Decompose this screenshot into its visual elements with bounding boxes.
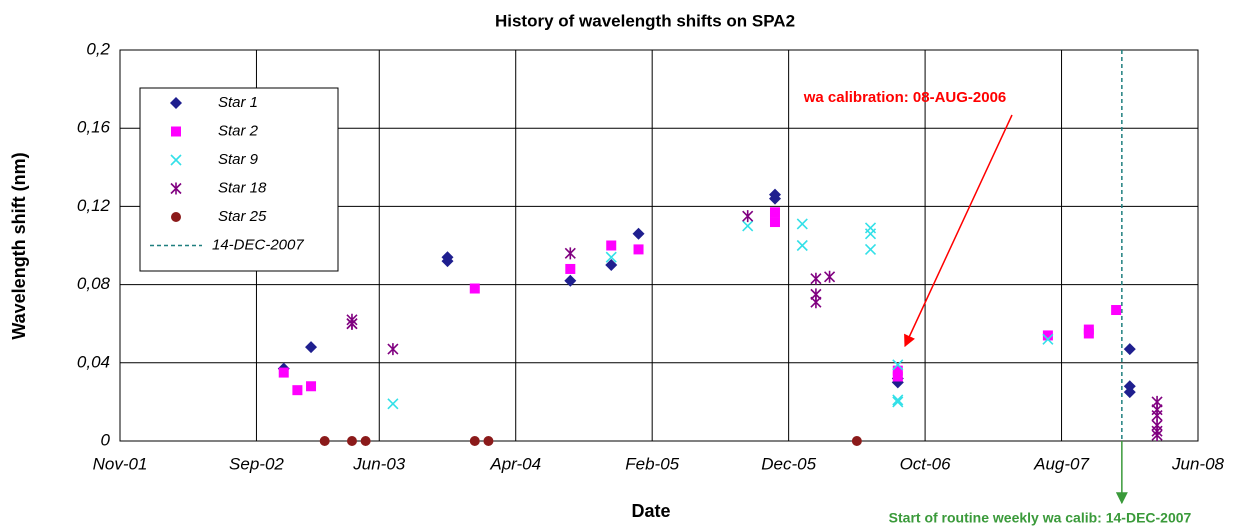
point bbox=[1123, 380, 1136, 393]
point bbox=[892, 394, 904, 406]
point bbox=[892, 359, 904, 371]
x-tick-label: Dec-05 bbox=[761, 454, 816, 473]
legend-marker bbox=[170, 154, 182, 166]
legend-box bbox=[139, 87, 339, 272]
point bbox=[742, 210, 754, 223]
y-tick-label: 0,04 bbox=[77, 352, 110, 371]
point bbox=[796, 239, 808, 252]
point bbox=[606, 240, 617, 251]
point bbox=[864, 243, 877, 255]
x-tick-label: Oct-06 bbox=[900, 454, 952, 473]
y-tick-label: 0,2 bbox=[86, 39, 110, 58]
point bbox=[742, 220, 754, 232]
point bbox=[441, 251, 454, 264]
x-tick-label: Aug-07 bbox=[1033, 454, 1089, 473]
point bbox=[864, 228, 877, 240]
x-axis-label: Date bbox=[631, 501, 670, 521]
point bbox=[483, 436, 494, 446]
y-tick-label: 0 bbox=[101, 430, 111, 449]
point bbox=[469, 436, 480, 446]
point bbox=[1123, 343, 1136, 356]
point bbox=[387, 398, 399, 410]
point bbox=[1042, 330, 1053, 341]
y-axis-label: Wavelength shift (nm) bbox=[9, 152, 29, 339]
chart-title: History of wavelength shifts on SPA2 bbox=[495, 11, 795, 30]
annotation-arrow bbox=[904, 114, 1013, 348]
point bbox=[605, 259, 618, 272]
point bbox=[1083, 324, 1094, 335]
legend-label: Star 18 bbox=[218, 179, 267, 196]
annotation: Start of routine weekly wa calib: 14-DEC… bbox=[889, 510, 1192, 526]
x-tick-label: Feb-05 bbox=[625, 454, 679, 473]
point bbox=[278, 367, 289, 378]
point bbox=[319, 436, 330, 446]
y-tick-label: 0,08 bbox=[77, 274, 111, 293]
point bbox=[892, 365, 903, 376]
point bbox=[810, 296, 822, 309]
y-tick-label: 0,12 bbox=[77, 196, 111, 215]
point bbox=[632, 227, 645, 240]
point bbox=[387, 343, 399, 356]
x-tick-label: Nov-01 bbox=[93, 454, 148, 473]
point bbox=[851, 436, 862, 446]
point bbox=[892, 371, 903, 382]
point bbox=[824, 270, 836, 283]
point bbox=[565, 263, 576, 274]
point bbox=[768, 188, 781, 201]
point bbox=[564, 274, 577, 287]
point bbox=[305, 341, 318, 354]
y-tick-label: 0,16 bbox=[77, 118, 111, 137]
legend-label: Star 1 bbox=[218, 94, 258, 111]
point bbox=[360, 436, 371, 446]
legend-label: Star 25 bbox=[218, 208, 267, 225]
x-tick-label: Jun-03 bbox=[352, 454, 406, 473]
point bbox=[469, 283, 480, 294]
point bbox=[346, 317, 358, 330]
x-tick-label: Apr-04 bbox=[489, 454, 541, 473]
legend-marker bbox=[171, 126, 181, 137]
point bbox=[796, 218, 808, 230]
point bbox=[810, 272, 822, 285]
point bbox=[605, 251, 617, 263]
legend-label: 14-DEC-2007 bbox=[212, 236, 304, 253]
legend-marker bbox=[171, 212, 181, 222]
legend-label: Star 9 bbox=[218, 151, 259, 168]
legend-label: Star 2 bbox=[218, 122, 259, 139]
point bbox=[1111, 305, 1122, 316]
legend-marker bbox=[170, 182, 182, 195]
point bbox=[769, 207, 780, 218]
x-tick-label: Jun-08 bbox=[1171, 454, 1225, 473]
x-tick-label: Sep-02 bbox=[229, 454, 284, 473]
legend-marker bbox=[170, 97, 182, 109]
point bbox=[564, 247, 576, 260]
point bbox=[1151, 429, 1163, 442]
point bbox=[1042, 333, 1054, 345]
point bbox=[769, 217, 780, 228]
point bbox=[306, 381, 317, 392]
point bbox=[633, 244, 644, 255]
annotation: wa calibration: 08-AUG-2006 bbox=[803, 89, 1007, 106]
point bbox=[892, 396, 904, 408]
point bbox=[346, 436, 357, 446]
point bbox=[292, 385, 303, 396]
